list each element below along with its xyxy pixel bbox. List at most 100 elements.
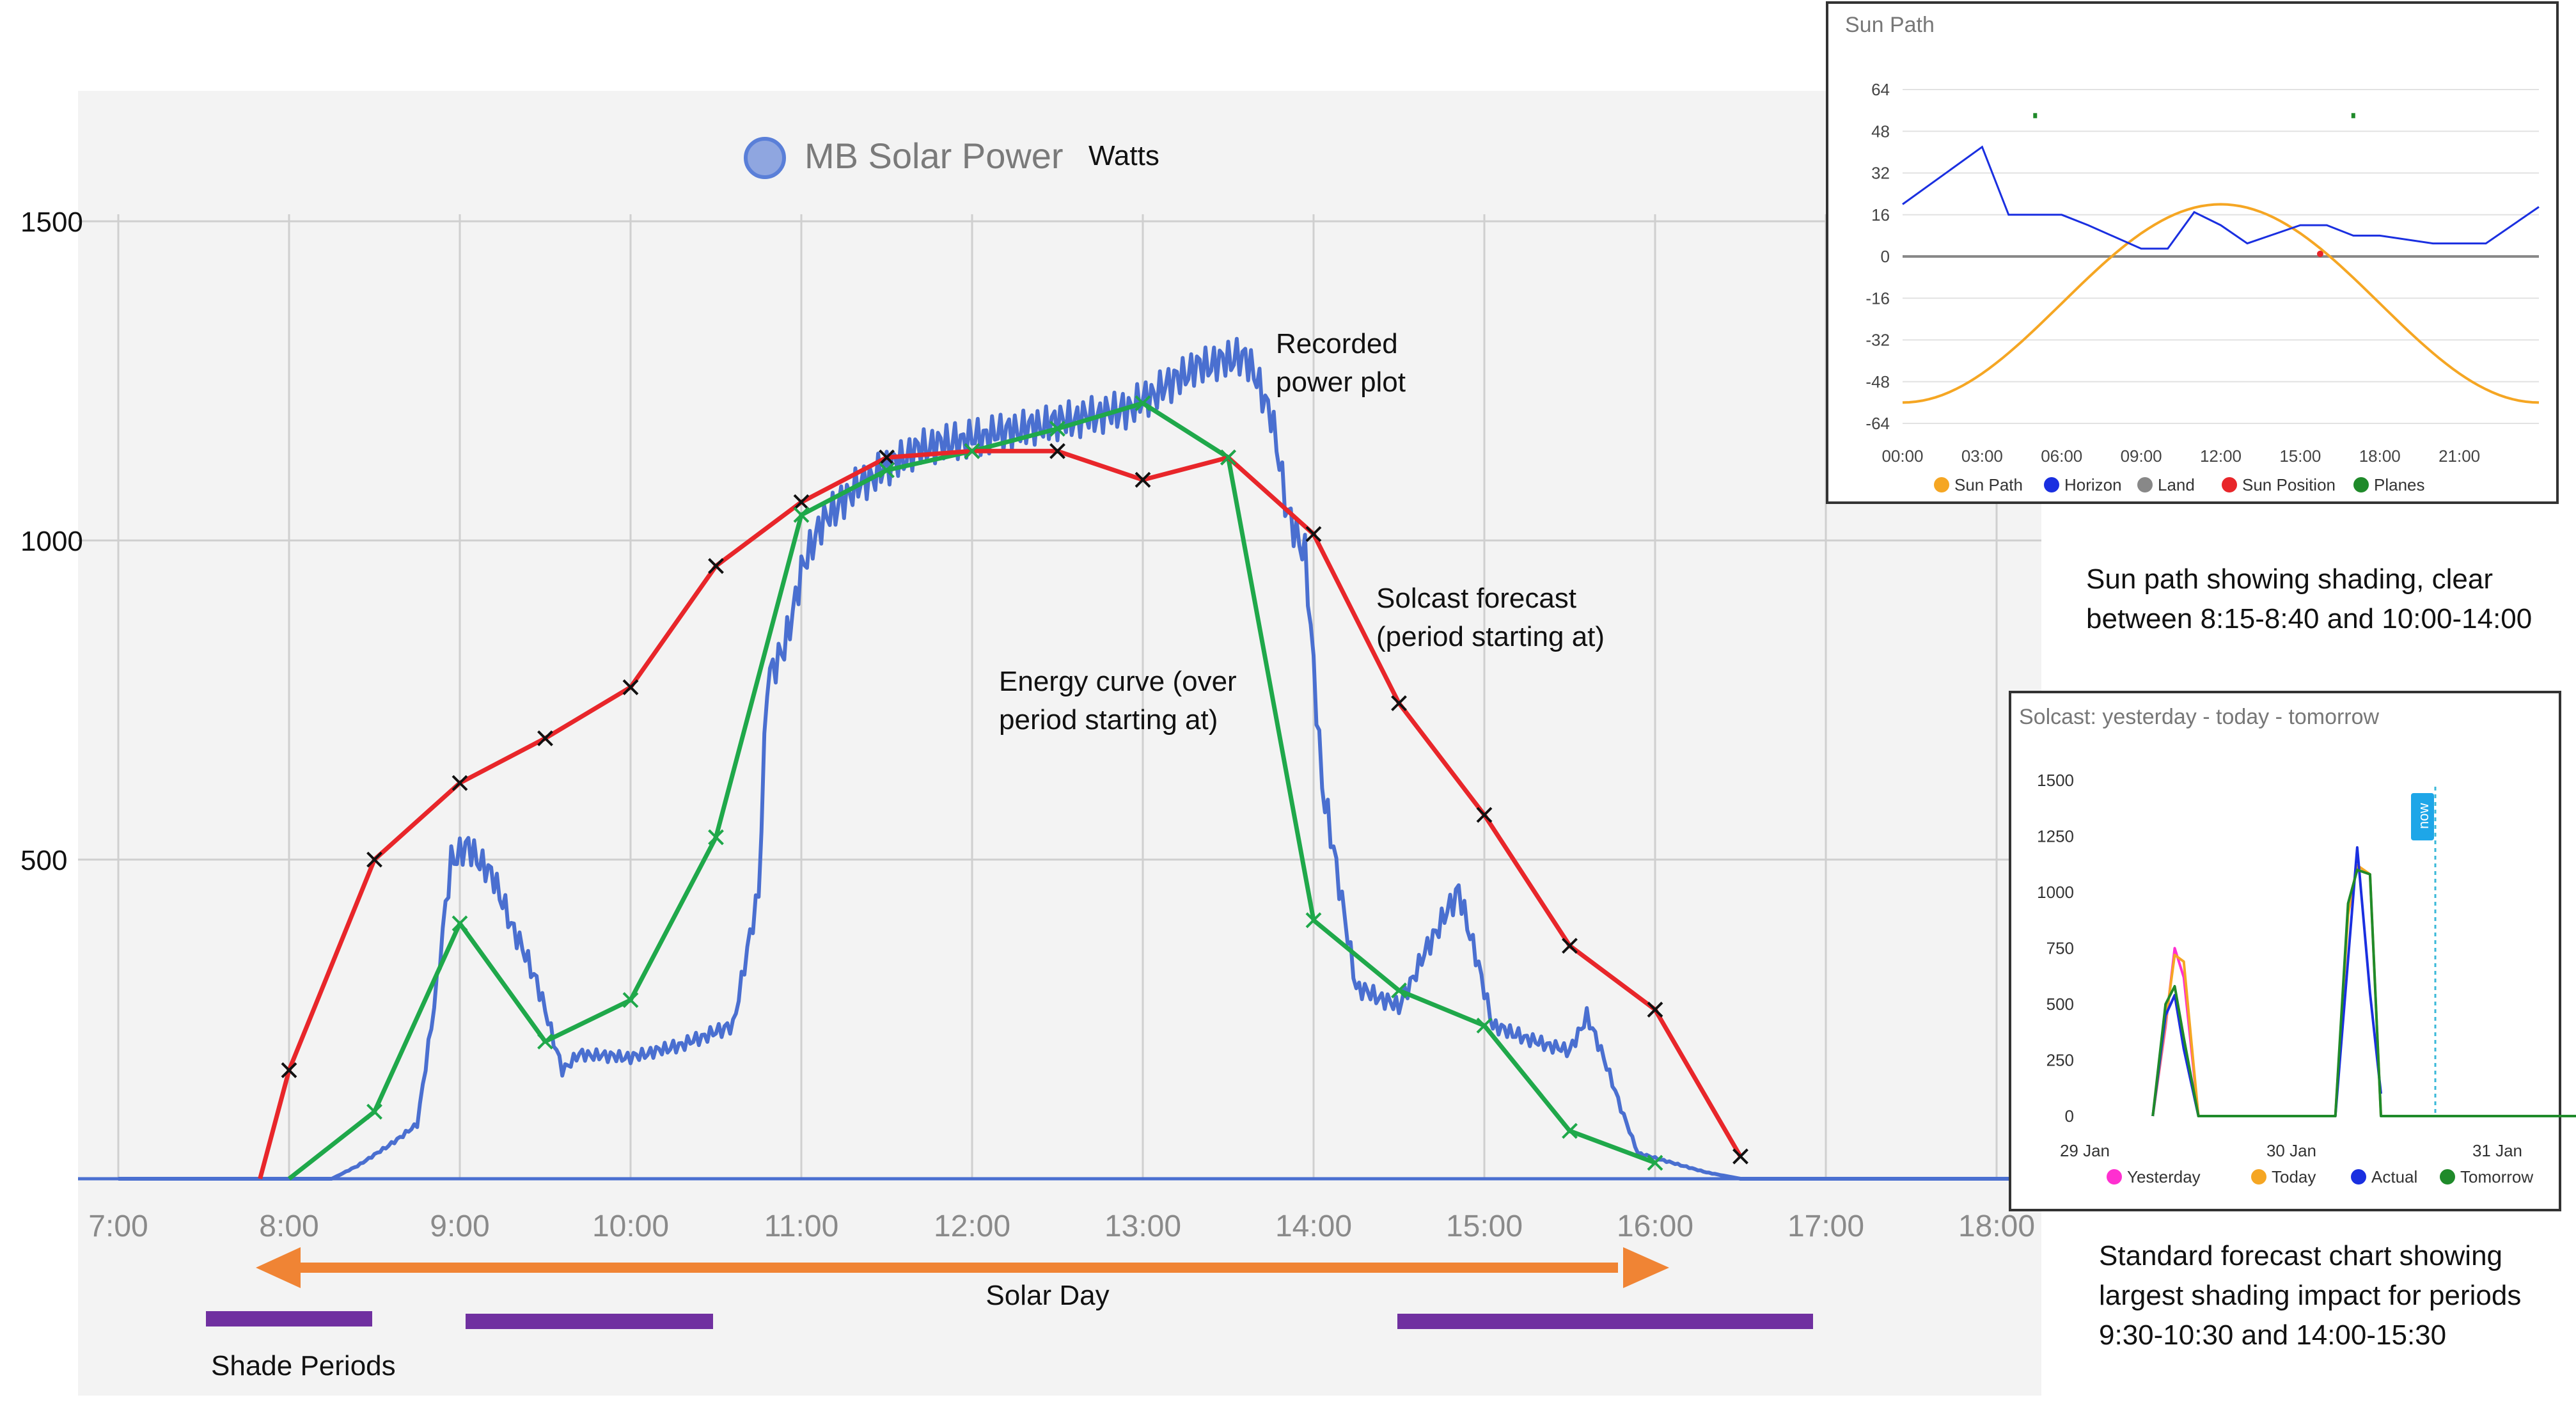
solcast-legend-dot [2440,1169,2455,1185]
annotation-solcast-line1: Solcast forecast [1376,583,1576,614]
solcast-point-marker [708,558,724,574]
solcast-y-tick: 1250 [2037,827,2074,846]
solcast-y-tick: 1500 [2037,771,2074,790]
solcast-point-marker [1135,471,1151,488]
energy-point-marker [1476,1018,1493,1034]
annotation-recorded-line1: Recorded [1276,328,1398,359]
unit-label: Watts [1088,140,1159,171]
solcast-legend-label: Yesterday [2127,1167,2201,1186]
solcast-x-tick: 31 Jan [2472,1141,2522,1160]
energy-point-marker [708,829,724,846]
x-tick-label: 13:00 [1104,1209,1181,1243]
energy-point-marker [1305,912,1322,929]
x-tick-label: 12:00 [934,1209,1010,1243]
solcast-point-marker [452,775,468,791]
x-tick-label: 9:00 [430,1209,489,1243]
solcast-point-marker [1476,807,1493,823]
y-tick-label: 1500 [20,207,83,238]
solcast-point-marker [1049,443,1065,459]
solcast-point-marker [281,1062,297,1078]
sun-path-x-tick: 09:00 [2121,446,2162,466]
solcast-panel: Solcast: yesterday - today - tomorrow 15… [2009,691,2576,1211]
solar-day-label: Solar Day [986,1280,1109,1311]
energy-point-marker [1049,420,1065,437]
solcast-point-marker [622,679,639,695]
solcast-point-marker [537,730,553,746]
sun-path-grid: 64 48 32 16 0 -16 -32 -48 -64 00:00 03:00 06:00 09:0… [1865,80,2539,466]
sun-path-legend-dot [2222,477,2237,492]
solcast-title: Solcast: yesterday - today - tomorrow [2019,705,2380,729]
energy-point-marker [964,443,980,459]
legend-dot-recorded[interactable] [744,137,786,179]
annotation-solcast-line2: (period starting at) [1376,621,1605,652]
forecast-caption-line3: 9:30-10:30 and 14:00-15:30 [2099,1319,2446,1351]
sun-path-x-tick: 00:00 [1881,446,1923,466]
sun-path-y-tick: 48 [1871,122,1890,141]
solcast-y-tick: 750 [2046,939,2074,958]
x-tick-label: 14:00 [1275,1209,1352,1243]
energy-point-marker [879,462,895,478]
energy-point-marker [366,1103,382,1120]
solcast-x-tick: 30 Jan [2266,1141,2316,1160]
solcast-x-tick: 29 Jan [2060,1141,2110,1160]
annotation-recorded-line2: power plot [1276,366,1406,398]
sun-path-legend-dot [1934,477,1949,492]
sun-path-legend-label: Horizon [2064,475,2122,494]
sun-path-curve [1902,203,2540,404]
sun-path-legend: Sun Path Horizon Land Sun Position Planes [1934,475,2425,494]
sun-path-panel: Sun Path 64 48 32 16 0 -16 -32 -48 -64 00:00 03:00… [1826,1,2559,504]
sun-path-title: Sun Path [1845,13,1935,37]
sun-path-legend-label: Planes [2374,475,2425,494]
annotation-energy-line2: period starting at) [999,704,1218,736]
sun-position-marker [2316,250,2323,257]
solcast-y-tick: 500 [2046,995,2074,1014]
horizon-line [1902,145,2540,250]
sun-path-series [1902,113,2540,404]
energy-point-marker [793,507,810,523]
forecast-caption-line1: Standard forecast chart showing [2099,1240,2502,1271]
energy-point-marker [537,1034,553,1050]
solcast-point-marker [366,851,382,868]
x-tick-label: 18:00 [1958,1209,2035,1243]
solcast-point-marker [793,494,810,510]
sun-path-x-tick: 15:00 [2279,446,2321,466]
sun-path-legend-label: Sun Path [1954,475,2023,494]
sun-path-y-tick: -48 [1865,372,1890,391]
solcast-legend-label: Actual [2371,1167,2417,1186]
legend-label: MB Solar Power [805,136,1064,176]
sun-path-y-tick: 16 [1871,205,1890,224]
y-tick-label: 1000 [20,526,83,557]
sun-path-x-tick: 06:00 [2041,446,2082,466]
energy-point-marker [1220,449,1236,466]
sun-path-x-tick: 12:00 [2200,446,2242,466]
sun-path-x-tick: 21:00 [2439,446,2480,466]
sun-path-legend-dot [2137,477,2153,492]
solcast-point-marker [1305,526,1322,542]
sun-path-legend-label: Sun Position [2242,475,2336,494]
sun-path-y-tick: -32 [1865,331,1890,350]
main-chart-tick-labels: 1500 1000 500 7:00 8:00 9:00 10:00 11:00 12:00 13… [20,207,2035,1243]
sun-path-y-tick: -16 [1865,288,1890,308]
solcast-legend: Yesterday Today Actual Tomorrow [2107,1167,2533,1186]
now-label: now [2415,803,2431,829]
sun-path-x-tick: 03:00 [1961,446,2003,466]
sun-path-legend-label: Land [2158,475,2195,494]
shade-period-bars [206,1311,1813,1329]
solcast-series-line [2151,869,2576,1117]
x-tick-label: 15:00 [1446,1209,1523,1243]
x-tick-label: 11:00 [764,1209,839,1243]
solcast-point-marker [1732,1148,1748,1165]
sun-path-legend-dot [2044,477,2059,492]
now-badge [2411,793,2434,840]
solcast-point-marker [1562,938,1578,954]
solcast-y-tick: 250 [2046,1051,2074,1070]
plane-marker [2033,113,2038,118]
y-tick-label: 500 [20,845,67,876]
solcast-grid: 1500 1250 1000 750 500 250 0 29 Jan 30 Jan 31 Jan… [2037,771,2522,1160]
energy-point-marker [622,992,639,1008]
sun-path-y-tick: 64 [1871,80,1890,99]
main-chart-panel [78,91,2041,1396]
sun-path-caption-line1: Sun path showing shading, clear [2086,563,2493,595]
solcast-legend-dot [2251,1169,2266,1185]
